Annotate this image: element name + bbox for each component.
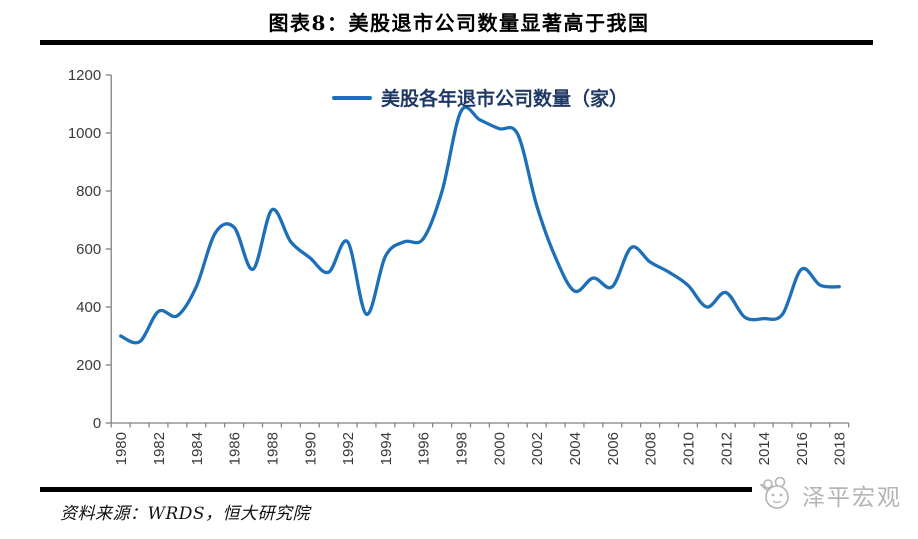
x-axis-label: 1986 <box>227 432 244 465</box>
y-axis-label: 400 <box>76 299 101 316</box>
x-axis-label: 1982 <box>151 432 168 465</box>
y-axis-label: 600 <box>76 241 101 258</box>
x-axis-label: 2018 <box>832 432 849 465</box>
data-line <box>119 105 841 345</box>
x-axis-label: 1990 <box>302 432 319 465</box>
x-axis-label: 2006 <box>605 432 622 465</box>
x-axis-label: 2010 <box>680 432 697 465</box>
x-axis-label: 2008 <box>643 432 660 465</box>
watermark-text: 泽平宏观 <box>802 485 902 511</box>
x-axis-label: 1988 <box>264 432 281 465</box>
y-axis-label: 200 <box>76 357 101 374</box>
top-divider <box>40 40 873 45</box>
x-axis-label: 1980 <box>113 432 130 465</box>
x-axis-label: 1984 <box>189 432 206 465</box>
y-axis-label: 0 <box>93 415 101 432</box>
x-axis-label: 2012 <box>718 432 735 465</box>
legend-label: 美股各年退市公司数量（家） <box>380 88 629 110</box>
y-axis-label: 1200 <box>68 67 101 84</box>
x-axis-label: 2016 <box>794 432 811 465</box>
chart-figure-title: 图表8：美股退市公司数量显著高于我国 <box>268 11 650 35</box>
y-axis-label: 800 <box>76 183 101 200</box>
legend-line-swatch <box>331 95 372 100</box>
x-axis-label: 1998 <box>454 432 471 465</box>
y-axis-label: 1000 <box>68 125 101 142</box>
x-axis-label: 2002 <box>529 432 546 465</box>
watermark: 泽平宏观 <box>752 474 908 516</box>
x-axis-label: 1992 <box>340 432 357 465</box>
source-note: 资料来源：WRDS，恒大研究院 <box>60 504 311 524</box>
bottom-divider <box>40 487 873 492</box>
x-axis-label: 2000 <box>491 432 508 465</box>
x-axis-label: 2004 <box>567 432 584 465</box>
x-axis-label: 1994 <box>378 432 395 465</box>
chart-legend: 美股各年退市公司数量（家） <box>331 84 629 111</box>
x-axis-label: 2014 <box>756 432 773 465</box>
watermark-logo-icon <box>759 477 789 509</box>
x-axis-label: 1996 <box>416 432 433 465</box>
